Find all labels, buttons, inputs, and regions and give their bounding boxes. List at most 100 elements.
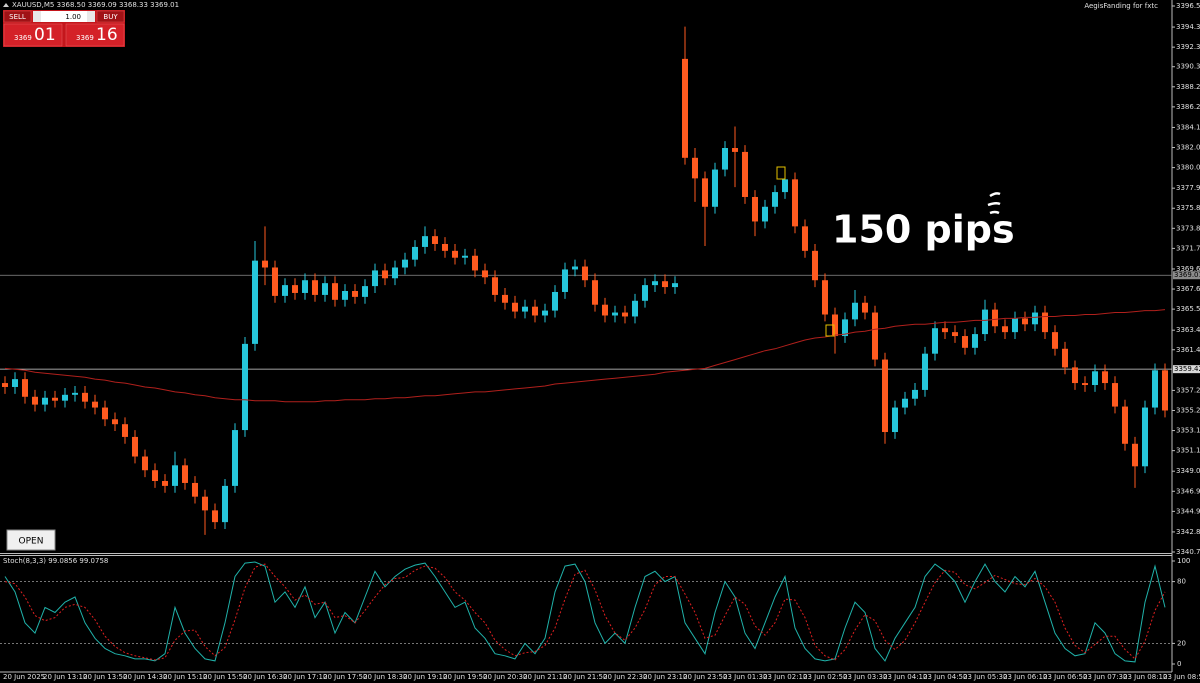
candle-body (912, 389, 918, 399)
open-button[interactable] (6, 529, 56, 551)
y-tick-label: 3349.00 (1176, 467, 1200, 475)
x-tick-label: 23 Jun 03:30 (843, 673, 887, 681)
price-label: 3369.01 (1174, 271, 1200, 279)
candle-body (1042, 312, 1048, 333)
x-tick-label: 20 Jun 14:30 (123, 673, 167, 681)
price-label-bg (1173, 271, 1200, 280)
candle-body (482, 270, 488, 278)
candle-body (822, 280, 828, 315)
y-tick-label: 3375.85 (1176, 204, 1200, 212)
candle-body (632, 300, 638, 317)
y-tick-label: 3373.80 (1176, 224, 1200, 232)
candle-body (32, 396, 38, 405)
sell-price-button[interactable] (3, 23, 63, 47)
candle-body (622, 312, 628, 317)
collapse-icon[interactable] (3, 3, 9, 7)
y-tick-label: 3382.05 (1176, 144, 1200, 152)
y-tick-label: 3344.90 (1176, 507, 1200, 515)
buy-price-pips[interactable]: 16 (96, 25, 118, 45)
candle-body (252, 260, 258, 344)
x-tick-label: 20 Jun 23:10 (643, 673, 687, 681)
candle-body (202, 496, 208, 511)
y-tick-label: 100 (1177, 557, 1190, 565)
candle-body (962, 336, 968, 348)
candle-body (152, 470, 158, 481)
candle-body (1152, 370, 1158, 408)
y-tick-label: 3371.75 (1176, 244, 1200, 252)
sell-button[interactable] (3, 10, 32, 23)
candle-body (262, 260, 268, 268)
candle-body (792, 179, 798, 227)
candle-body (532, 306, 538, 316)
x-tick-label: 20 Jun 17:50 (323, 673, 367, 681)
x-tick-label: 20 Jun 16:30 (243, 673, 287, 681)
candle-body (452, 250, 458, 258)
y-tick-label: 3346.95 (1176, 487, 1200, 495)
candle-body (382, 270, 388, 279)
candle-body (1142, 407, 1148, 467)
x-tick-label: 23 Jun 04:10 (883, 673, 927, 681)
buy-button[interactable] (96, 10, 125, 23)
candle-body (552, 291, 558, 311)
candle-body (352, 290, 358, 297)
buy-price-prefix[interactable]: 3369 (76, 34, 94, 42)
candle-body (892, 407, 898, 433)
candle-body (122, 424, 128, 437)
candle-body (562, 269, 568, 292)
candle-body (362, 286, 368, 297)
candle-body (112, 419, 118, 425)
candle-body (172, 465, 178, 486)
candle-body (862, 302, 868, 313)
lots-decrease[interactable] (33, 11, 41, 22)
trade-panel: SELL 1.00 BUY 3369 01 3369 16 (3, 10, 125, 47)
candle-body (472, 255, 478, 271)
x-tick-label: 23 Jun 02:50 (803, 673, 847, 681)
x-tick-label: 20 Jun 13:10 (43, 673, 87, 681)
candle-body (1162, 370, 1168, 411)
y-tick-label: 3351.10 (1176, 447, 1200, 455)
candle-body (332, 283, 338, 300)
candle-body (872, 312, 878, 360)
indicator-line (4, 563, 1166, 661)
buy-price-button[interactable] (65, 23, 125, 47)
lots-value[interactable]: 1.00 (65, 13, 81, 21)
candle-body (652, 281, 658, 286)
candle-body (542, 310, 548, 316)
candle-body (92, 401, 98, 408)
y-tick-label: 3361.40 (1176, 346, 1200, 354)
sell-label[interactable]: SELL (9, 13, 26, 21)
y-tick-label: 3342.80 (1176, 528, 1200, 536)
candle-body (1032, 312, 1038, 325)
sell-price-prefix[interactable]: 3369 (14, 34, 32, 42)
sell-price-pips[interactable]: 01 (34, 25, 56, 45)
x-tick-label: 20 Jun 22:30 (603, 673, 647, 681)
x-tick-label: 23 Jun 01:30 (723, 673, 767, 681)
candle-body (442, 243, 448, 251)
open-button-label[interactable]: OPEN (19, 537, 44, 547)
candle-body (1022, 318, 1028, 325)
candle-body (1122, 406, 1128, 444)
candle-body (432, 236, 438, 244)
candle-body (612, 312, 618, 316)
lots-increase[interactable] (87, 11, 95, 22)
symbol-info: XAUUSD,M5 3368.50 3369.09 3368.33 3369.0… (12, 1, 179, 9)
buy-label[interactable]: BUY (103, 13, 118, 21)
x-tick-label: 20 Jun 2025 (3, 673, 45, 681)
candle-body (642, 285, 648, 301)
trade-marker (825, 324, 835, 337)
x-tick-label: 23 Jun 02:10 (763, 673, 807, 681)
x-tick-label: 20 Jun 20:30 (483, 673, 527, 681)
y-tick-label: 3390.30 (1176, 63, 1200, 71)
candle-body (842, 319, 848, 337)
price-label-bg (1173, 365, 1200, 374)
y-tick-label: 3396.50 (1176, 2, 1200, 10)
trade-marker (776, 166, 786, 180)
price-label: 3359.42 (1174, 365, 1200, 373)
candle-body (902, 398, 908, 408)
candle-body (832, 314, 838, 337)
candle-body (692, 157, 698, 179)
x-tick-label: 23 Jun 06:50 (1043, 673, 1087, 681)
candle-body (372, 270, 378, 287)
lots-input[interactable] (33, 11, 95, 22)
